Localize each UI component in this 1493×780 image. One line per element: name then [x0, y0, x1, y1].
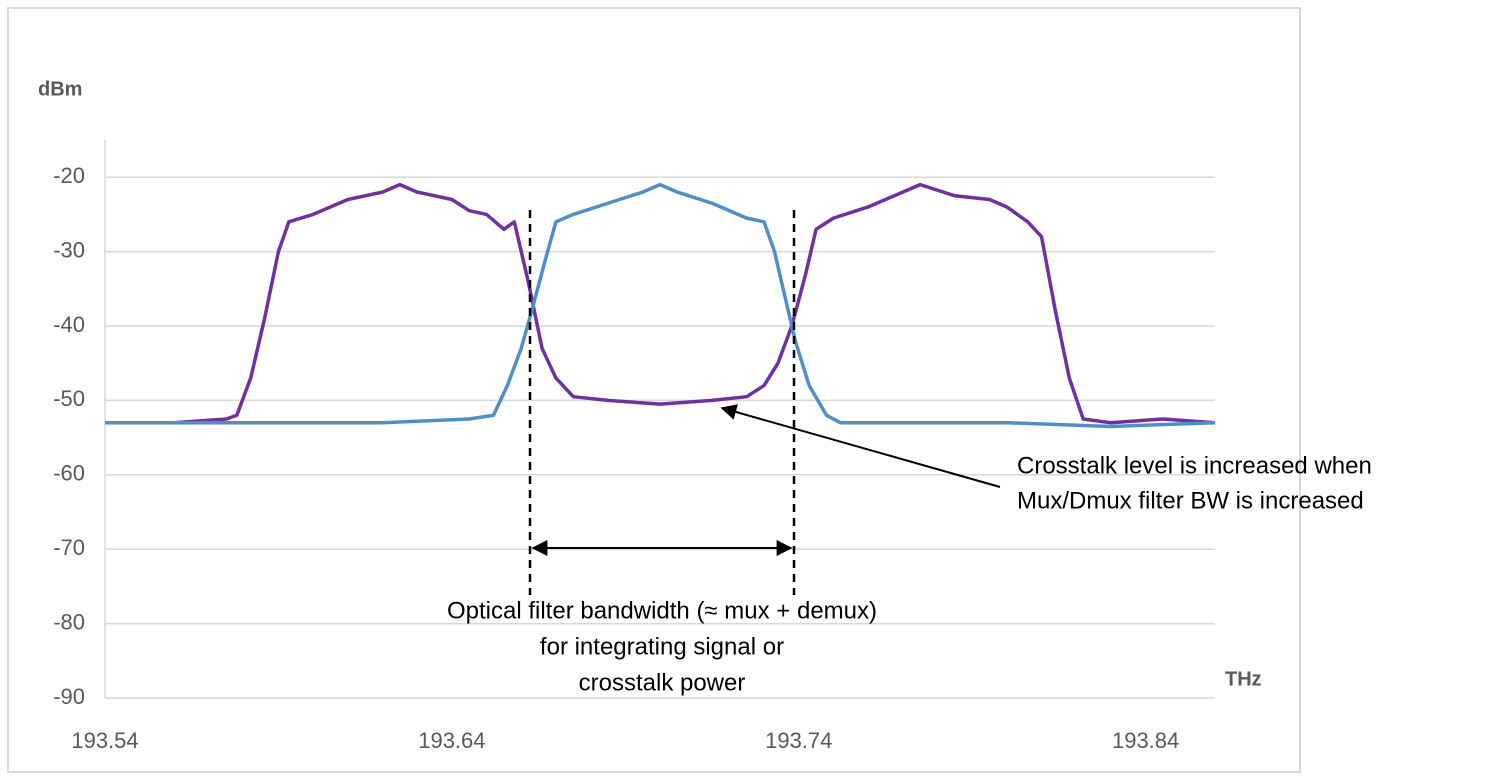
- y-tick-label: -50: [53, 386, 85, 411]
- annotation: crosstalk power: [579, 669, 746, 696]
- y-tick-label: -70: [53, 535, 85, 560]
- y-tick-label: -30: [53, 237, 85, 262]
- y-tick-label: -90: [53, 684, 85, 709]
- y-axis-label: dBm: [38, 78, 82, 100]
- series: [105, 182, 1216, 429]
- y-tick-label: -20: [53, 163, 85, 188]
- annotation: for integrating signal or: [540, 633, 784, 660]
- annotation: Optical filter bandwidth (≈ mux + demux): [447, 597, 877, 624]
- series-line: [105, 182, 1216, 429]
- x-axis-label: THz: [1225, 668, 1262, 690]
- chart-border: [7, 7, 1301, 773]
- grid: [105, 176, 1215, 699]
- x-tick-label: 193.54: [71, 728, 138, 753]
- x-tick-label: 193.74: [765, 728, 832, 753]
- series-line: [105, 182, 1216, 425]
- y-tick-label: -60: [53, 461, 85, 486]
- annotation: Mux/Dmux filter BW is increased: [1017, 487, 1364, 514]
- annotation-graphics: [528, 210, 1001, 595]
- y-tick-label: -40: [53, 312, 85, 337]
- x-tick-label: 193.84: [1112, 728, 1179, 753]
- y-tick-label: -80: [53, 609, 85, 634]
- annotation: Crosstalk level is increased when: [1017, 452, 1372, 479]
- crosstalk-arrow: [720, 404, 1001, 488]
- x-tick-label: 193.64: [418, 728, 485, 753]
